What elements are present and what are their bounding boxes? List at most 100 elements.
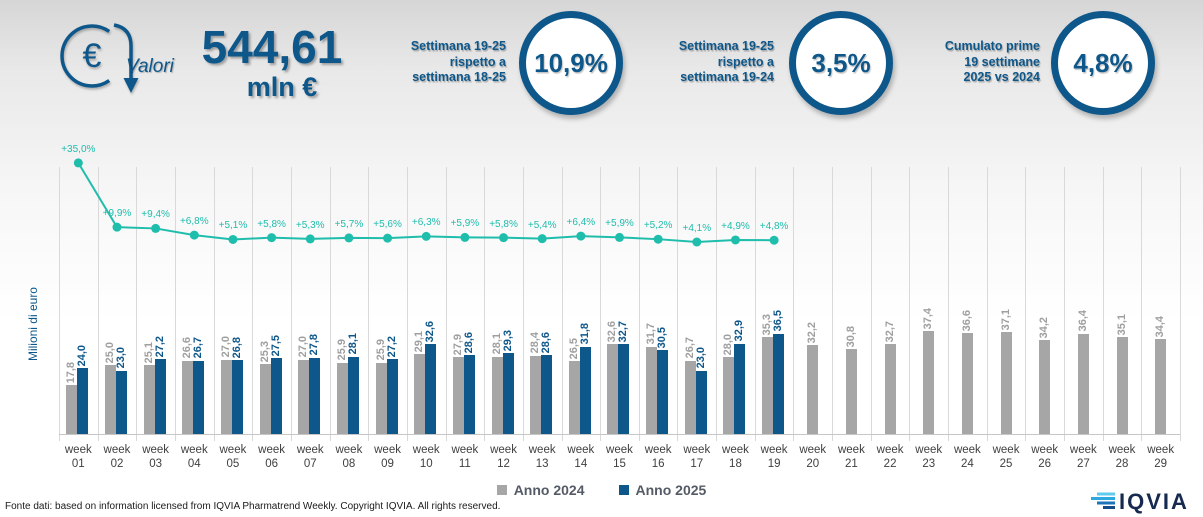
bar-value-label-2024: 32,7 <box>883 320 896 343</box>
bar-value-label-2024: 34,4 <box>1154 315 1167 338</box>
x-axis-label: week 15 <box>606 444 633 470</box>
bar-anno-2025 <box>115 370 127 434</box>
bar-anno-2025 <box>773 333 785 434</box>
x-axis-label: week 23 <box>915 444 943 470</box>
bar-anno-2024 <box>884 344 896 434</box>
line-percent-label: +5,2% <box>643 220 673 232</box>
bar-anno-2024 <box>684 360 696 434</box>
bar-value-label-2025: 28,1 <box>346 333 359 355</box>
gridline <box>368 167 370 441</box>
bar-anno-2025 <box>231 360 243 434</box>
bar-value-label-2025: 32,7 <box>617 320 630 343</box>
gridline <box>754 167 756 441</box>
bar-value-label-2025: 23,0 <box>694 347 707 369</box>
line-percent-label: +5,9% <box>605 218 634 230</box>
x-axis-label: week 18 <box>722 444 749 470</box>
x-axis-label: week 24 <box>953 444 981 470</box>
bar-anno-2025 <box>386 359 398 434</box>
gridline <box>252 167 254 441</box>
line-percent-label: +5,3% <box>295 219 325 231</box>
kpi-week-vs-prev-week-label: Settimana 19-25 rispetto a settimana 18-… <box>384 39 506 86</box>
bar-anno-2024 <box>961 333 973 434</box>
bar-value-label-2025: 26,7 <box>192 337 205 359</box>
gridline <box>1025 167 1027 441</box>
kpi-label-line: Settimana 19-25 <box>410 39 506 53</box>
x-axis-label: week 13 <box>528 444 556 470</box>
bar-value-label-2024: 35,1 <box>1115 314 1128 336</box>
bar-value-label-2025: 24,0 <box>76 344 89 366</box>
x-axis-label: week 17 <box>683 444 711 470</box>
bar-anno-2024 <box>259 364 271 434</box>
line-percent-label: +5,1% <box>218 220 248 232</box>
gridline <box>406 167 408 441</box>
x-axis-label: week 20 <box>799 444 827 470</box>
gridline <box>484 167 486 441</box>
euro-arrow-icon: € <box>60 23 139 93</box>
kpi-week-vs-prev-year-label: Settimana 19-25 rispetto a settimana 19-… <box>652 39 774 86</box>
line-percent-label: +4,1% <box>682 223 712 234</box>
bar-anno-2025 <box>579 346 591 434</box>
bar-anno-2024 <box>414 353 426 434</box>
gridline <box>986 167 988 441</box>
x-axis-label: week 08 <box>335 444 363 470</box>
bar-value-label-2025: 23,0 <box>114 347 127 369</box>
x-axis-label: week 19 <box>760 444 788 470</box>
bar-anno-2024 <box>568 361 580 434</box>
kpi-label-line: rispetto a <box>449 54 506 69</box>
bar-value-label-2025: 28,6 <box>540 331 553 354</box>
kpi-label-line: Settimana 19-25 <box>678 39 774 53</box>
x-axis-label: week 04 <box>180 444 208 470</box>
x-axis-line <box>59 434 1180 435</box>
kpi-label-line: settimana 18-25 <box>412 70 506 84</box>
bar-anno-2025 <box>463 355 475 434</box>
bar-anno-2024 <box>1000 331 1012 434</box>
line-percent-label: +5,8% <box>257 218 286 230</box>
bar-anno-2024 <box>220 359 232 434</box>
bar-value-label-2025: 31,8 <box>578 323 591 345</box>
bar-value-label-2024: 32,2 <box>806 322 819 344</box>
legend-label-2025: Anno 2025 <box>635 482 707 498</box>
kpi-label-line: settimana 19-24 <box>680 70 774 84</box>
bar-value-label-2025: 26,8 <box>230 336 243 359</box>
bar-anno-2024 <box>375 362 387 434</box>
legend-item-anno-2024: Anno 2024 <box>496 482 585 498</box>
bar-anno-2025 <box>193 360 205 434</box>
x-axis-label: week 06 <box>258 444 286 470</box>
line-percent-label: +4,8% <box>759 221 789 233</box>
kpi-value: 4,8% <box>1073 47 1133 78</box>
gridline <box>59 167 60 441</box>
bar-value-label-2024: 30,8 <box>844 325 857 348</box>
gridline <box>213 167 215 441</box>
bar-anno-2025 <box>657 350 669 434</box>
bar-anno-2024 <box>530 355 542 434</box>
bar-anno-2025 <box>502 353 514 434</box>
line-percent-label: +35,0% <box>61 143 96 155</box>
x-axis-label: week 05 <box>219 444 247 470</box>
data-source-note: Fonte dati: based on information license… <box>5 501 501 512</box>
bar-value-label-2025: 27,8 <box>308 334 321 356</box>
x-axis-label: week 10 <box>412 444 440 470</box>
x-axis-label: week 25 <box>992 444 1020 470</box>
bar-anno-2025 <box>309 357 321 434</box>
kpi-label-line: 19 settimane <box>964 54 1040 69</box>
bar-anno-2024 <box>143 364 155 434</box>
kpi-cumulative-circle: 4,8% <box>1051 11 1155 115</box>
gridline <box>97 167 99 441</box>
bar-anno-2024 <box>66 385 78 434</box>
bar-value-label-2024: 37,1 <box>999 308 1012 330</box>
iqvia-logo: IQVIA <box>1091 489 1187 514</box>
x-axis-label: week 12 <box>490 444 517 470</box>
bar-value-label-2025: 36,5 <box>772 310 785 332</box>
bar-value-label-2025: 32,6 <box>424 320 437 343</box>
bar-value-label-2024: 36,4 <box>1076 310 1089 332</box>
gridline <box>561 167 563 441</box>
gridline <box>290 167 292 441</box>
gridline <box>136 167 138 441</box>
gridline <box>445 167 447 441</box>
gridline <box>716 167 718 441</box>
bar-anno-2024 <box>336 362 348 434</box>
bar-anno-2025 <box>154 359 166 434</box>
x-axis-label: week 01 <box>64 444 92 470</box>
gridline <box>600 167 602 441</box>
